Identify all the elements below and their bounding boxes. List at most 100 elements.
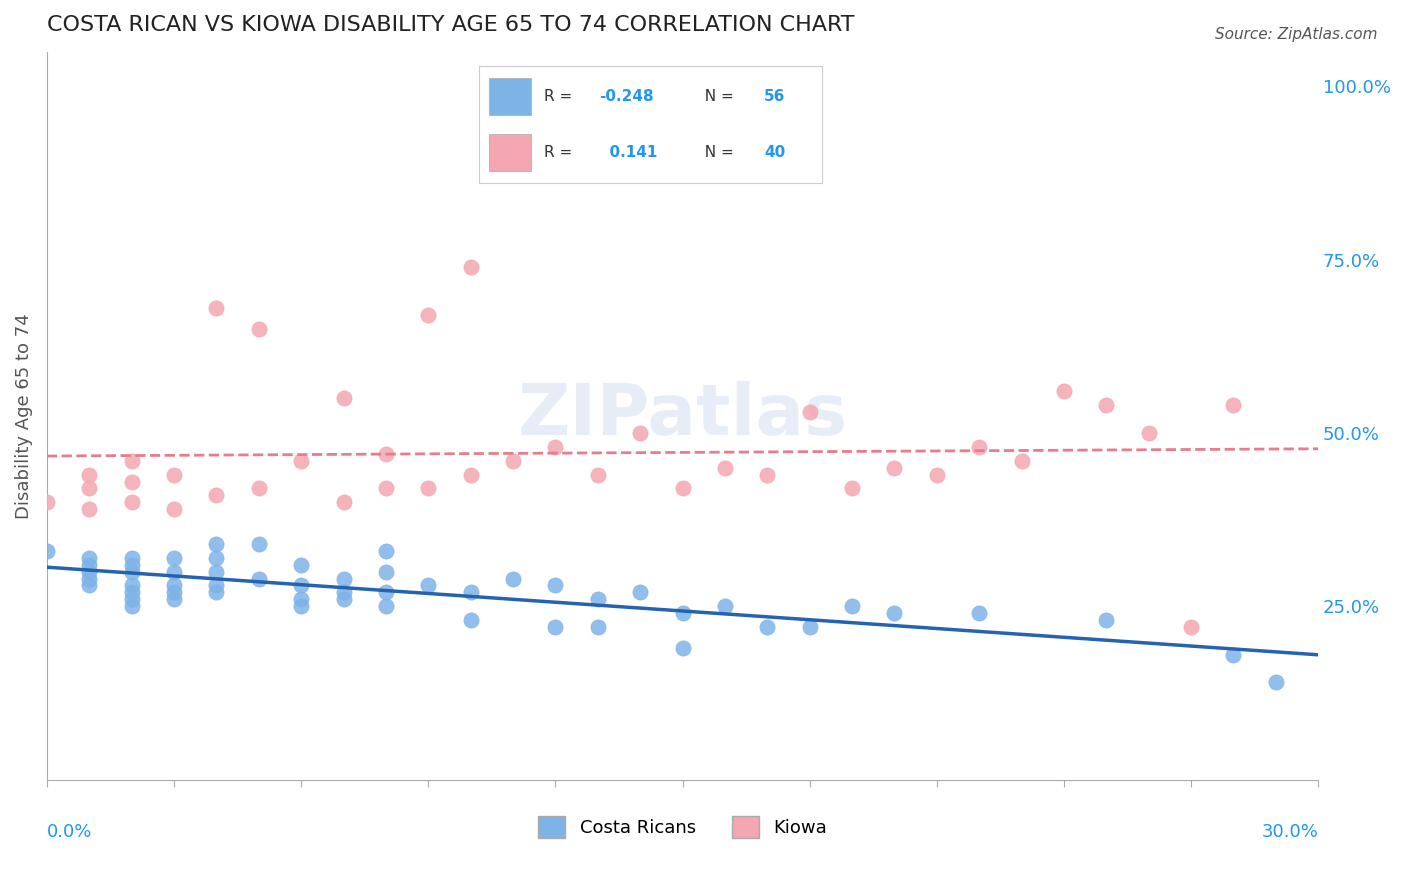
Point	[121, 495, 143, 509]
Point	[671, 482, 693, 496]
Point	[77, 482, 100, 496]
Point	[883, 606, 905, 620]
Point	[1095, 613, 1118, 627]
Point	[502, 453, 524, 467]
Point	[247, 322, 270, 336]
Point	[544, 440, 567, 454]
Point	[374, 543, 396, 558]
Point	[290, 558, 312, 572]
Point	[841, 599, 863, 614]
Point	[121, 453, 143, 467]
Point	[77, 558, 100, 572]
Text: 30.0%: 30.0%	[1261, 823, 1319, 841]
Point	[205, 537, 228, 551]
Point	[205, 550, 228, 565]
Point	[628, 585, 651, 599]
Point	[290, 453, 312, 467]
Point	[290, 599, 312, 614]
Point	[121, 578, 143, 592]
Point	[205, 565, 228, 579]
Point	[460, 585, 482, 599]
Point	[121, 592, 143, 607]
Point	[799, 405, 821, 419]
Point	[841, 482, 863, 496]
Point	[121, 565, 143, 579]
Point	[544, 620, 567, 634]
Text: 0.0%: 0.0%	[46, 823, 93, 841]
Point	[121, 475, 143, 489]
Point	[332, 572, 354, 586]
Point	[418, 578, 440, 592]
Point	[714, 599, 737, 614]
Point	[418, 482, 440, 496]
Point	[967, 606, 990, 620]
Y-axis label: Disability Age 65 to 74: Disability Age 65 to 74	[15, 313, 32, 518]
Point	[121, 585, 143, 599]
Point	[544, 578, 567, 592]
Point	[671, 640, 693, 655]
Point	[247, 572, 270, 586]
Point	[163, 550, 186, 565]
Point	[121, 599, 143, 614]
Point	[290, 578, 312, 592]
Point	[247, 482, 270, 496]
Point	[374, 482, 396, 496]
Point	[163, 467, 186, 482]
Point	[586, 620, 609, 634]
Point	[163, 585, 186, 599]
Point	[883, 460, 905, 475]
Point	[1053, 384, 1076, 399]
Point	[460, 467, 482, 482]
Point	[1011, 453, 1033, 467]
Point	[332, 392, 354, 406]
Point	[502, 572, 524, 586]
Point	[756, 620, 779, 634]
Point	[205, 578, 228, 592]
Point	[205, 585, 228, 599]
Point	[77, 565, 100, 579]
Point	[121, 558, 143, 572]
Point	[1095, 398, 1118, 412]
Point	[1264, 675, 1286, 690]
Point	[332, 592, 354, 607]
Point	[1222, 648, 1244, 662]
Text: COSTA RICAN VS KIOWA DISABILITY AGE 65 TO 74 CORRELATION CHART: COSTA RICAN VS KIOWA DISABILITY AGE 65 T…	[46, 15, 855, 35]
Point	[77, 572, 100, 586]
Text: Source: ZipAtlas.com: Source: ZipAtlas.com	[1215, 27, 1378, 42]
Point	[586, 592, 609, 607]
Legend: Costa Ricans, Kiowa: Costa Ricans, Kiowa	[531, 808, 834, 845]
Point	[77, 550, 100, 565]
Point	[163, 578, 186, 592]
Point	[1137, 425, 1160, 440]
Point	[1180, 620, 1202, 634]
Point	[374, 585, 396, 599]
Point	[628, 425, 651, 440]
Text: ZIPatlas: ZIPatlas	[517, 381, 848, 450]
Point	[332, 585, 354, 599]
Point	[671, 606, 693, 620]
Point	[77, 578, 100, 592]
Point	[205, 488, 228, 502]
Point	[714, 460, 737, 475]
Point	[163, 502, 186, 516]
Point	[967, 440, 990, 454]
Point	[756, 467, 779, 482]
Point	[374, 565, 396, 579]
Point	[586, 467, 609, 482]
Point	[163, 592, 186, 607]
Point	[1222, 398, 1244, 412]
Point	[418, 308, 440, 322]
Point	[163, 565, 186, 579]
Point	[35, 543, 58, 558]
Point	[460, 613, 482, 627]
Point	[925, 467, 948, 482]
Point	[460, 260, 482, 274]
Point	[374, 447, 396, 461]
Point	[332, 495, 354, 509]
Point	[77, 502, 100, 516]
Point	[205, 301, 228, 316]
Point	[374, 599, 396, 614]
Point	[799, 620, 821, 634]
Point	[35, 495, 58, 509]
Point	[77, 467, 100, 482]
